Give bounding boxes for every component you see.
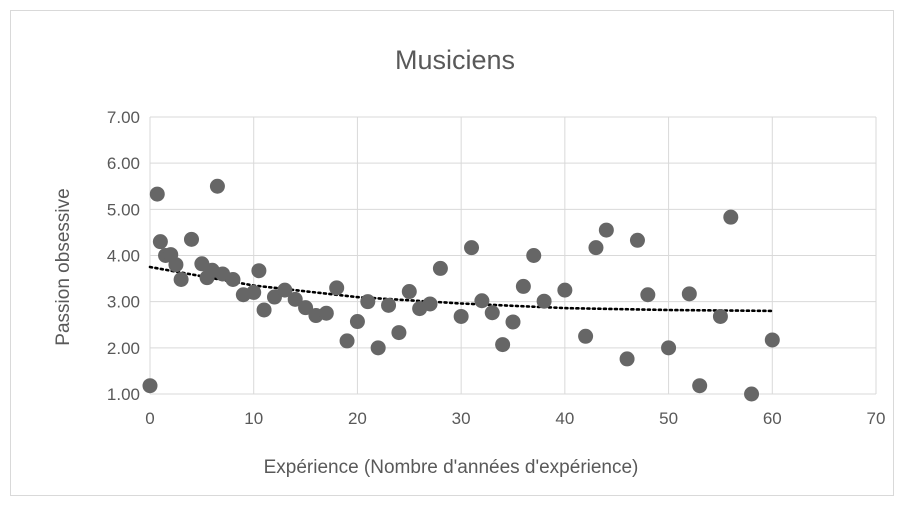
y-tick-label: 4.00 (107, 247, 140, 266)
data-point (142, 378, 158, 394)
data-point (484, 305, 500, 321)
data-point (349, 314, 365, 330)
data-point (712, 308, 728, 324)
scatter-chart: Musiciens 1.00 2.00 3.00 4.00 5.00 6.00 7.00 0… (53, 45, 885, 478)
data-point (619, 351, 635, 367)
data-point (692, 378, 708, 394)
y-tick-label: 7.00 (107, 108, 140, 127)
data-point (422, 296, 438, 312)
data-point (464, 240, 480, 256)
data-point (381, 297, 397, 313)
x-tick-label: 0 (145, 409, 154, 428)
data-point (173, 272, 189, 288)
data-point (453, 308, 469, 324)
data-point (536, 293, 552, 309)
data-point (640, 287, 656, 303)
data-point (152, 234, 168, 250)
data-points (142, 178, 780, 402)
data-point (515, 278, 531, 294)
data-point (505, 314, 521, 330)
data-point (598, 222, 614, 238)
x-tick-label: 70 (867, 409, 886, 428)
data-point (432, 260, 448, 276)
y-tick-label: 1.00 (107, 385, 140, 404)
data-point (339, 333, 355, 349)
chart-title: Musiciens (395, 45, 515, 75)
y-tick-label: 6.00 (107, 154, 140, 173)
data-point (183, 231, 199, 247)
y-tick-label: 2.00 (107, 339, 140, 358)
data-point (246, 284, 262, 300)
data-point (298, 300, 314, 316)
data-point (209, 178, 225, 194)
x-axis-label: Expérience (Nombre d'années d'expérience… (264, 457, 639, 478)
y-axis-label: Passion obsessive (53, 188, 74, 345)
data-point (251, 263, 267, 279)
data-point (764, 332, 780, 348)
data-point (277, 282, 293, 298)
data-point (149, 186, 165, 202)
data-point (474, 293, 490, 309)
data-point (526, 248, 542, 263)
data-point (225, 272, 241, 288)
data-point (401, 284, 417, 300)
y-axis-tick-labels: 1.00 2.00 3.00 4.00 5.00 6.00 7.00 (107, 108, 140, 404)
gridlines (149, 116, 877, 395)
data-point (578, 328, 594, 344)
data-point (168, 257, 184, 273)
x-axis-tick-labels: 0 10 20 30 40 50 60 70 (145, 409, 885, 428)
data-point (557, 282, 573, 298)
data-point (329, 280, 345, 296)
x-tick-label: 40 (555, 409, 574, 428)
data-point (744, 386, 760, 402)
data-point (391, 325, 407, 341)
y-tick-label: 5.00 (107, 200, 140, 219)
x-tick-label: 50 (659, 409, 678, 428)
data-point (629, 232, 645, 248)
data-point (370, 340, 386, 356)
data-point (661, 340, 677, 356)
data-point (588, 240, 604, 256)
data-point (318, 305, 334, 321)
chart-area: Musiciens 1.00 2.00 3.00 4.00 5.00 6.00 7.00 0… (10, 10, 894, 496)
data-point (723, 209, 739, 225)
data-point (287, 291, 303, 307)
x-tick-label: 60 (763, 409, 782, 428)
x-tick-label: 20 (348, 409, 367, 428)
data-point (681, 286, 697, 302)
y-tick-label: 3.00 (107, 293, 140, 312)
data-point (256, 302, 272, 318)
data-point (360, 294, 376, 310)
x-tick-label: 10 (244, 409, 263, 428)
data-point (495, 337, 511, 353)
x-tick-label: 30 (452, 409, 471, 428)
